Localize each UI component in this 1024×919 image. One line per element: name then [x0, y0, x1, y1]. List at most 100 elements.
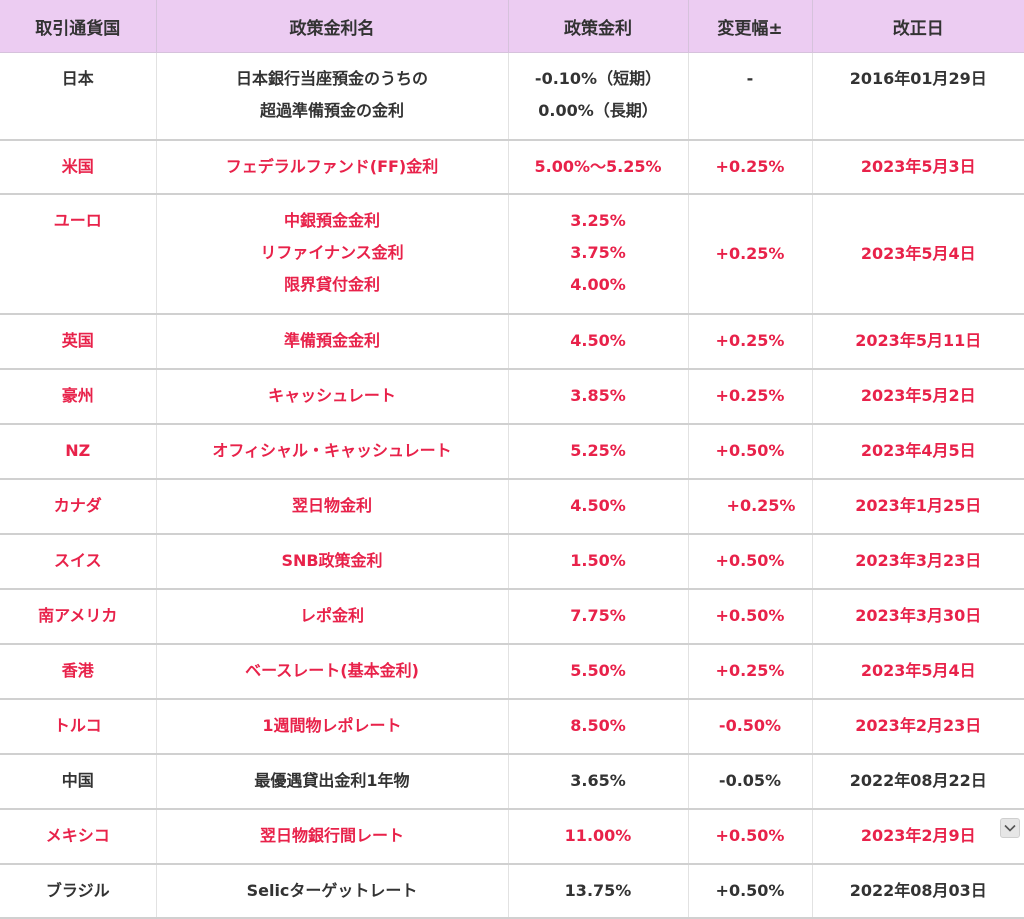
currency-cell: メキシコ [0, 808, 157, 865]
rate-cell: 3.85% [508, 368, 689, 425]
rate-line: 3.75% [570, 242, 626, 262]
change-cell: -0.50% [688, 698, 813, 755]
rate-name-line: フェデラルファンド(FF)金利 [225, 156, 439, 176]
rate-name-cell: レポ金利 [156, 588, 509, 645]
rate-cell: 3.65% [508, 753, 689, 810]
rate-name-line: 超過準備預金の金利 [259, 101, 404, 120]
currency-cell: カナダ [0, 478, 157, 535]
rate-name-line: 準備預金金利 [283, 331, 380, 350]
currency-cell: NZ [0, 423, 157, 480]
rate-name-line: ベースレート(基本金利) [245, 661, 419, 680]
rate-line: 13.75% [564, 880, 632, 900]
date-cell: 2023年1月25日 [812, 478, 1024, 535]
change-cell: +0.25% [688, 643, 813, 700]
rate-line: 4.50% [570, 331, 626, 350]
change-cell: +0.50% [688, 808, 813, 865]
table-header-row: 取引通貨国 政策金利名 政策金利 変更幅± 改正日 [0, 0, 1024, 53]
change-cell: +0.25% [688, 193, 813, 315]
header-rate: 政策金利 [508, 0, 689, 53]
date-cell: 2022年08月03日 [812, 863, 1024, 919]
change-cell: +0.25% [688, 478, 813, 535]
change-cell: +0.50% [688, 423, 813, 480]
rate-cell: 5.50% [508, 643, 689, 700]
rate-line: 1.50% [570, 551, 626, 570]
currency-cell: スイス [0, 533, 157, 590]
date-cell: 2023年2月9日 [812, 808, 1024, 865]
table-row: 南アメリカ レポ金利 7.75% +0.50% 2023年3月30日 [0, 588, 1024, 645]
change-cell: +0.25% [688, 368, 813, 425]
rate-name-cell: 中銀預金金利 リファイナンス金利 限界貸付金利 [156, 193, 509, 315]
rate-cell: 1.50% [508, 533, 689, 590]
change-cell: -0.05% [688, 753, 813, 810]
rate-name-cell: キャッシュレート [156, 368, 509, 425]
rate-name-line: 限界貸付金利 [283, 274, 380, 294]
rate-name-cell: Selicターゲットレート [156, 863, 509, 919]
rate-line: 4.00% [570, 274, 626, 294]
rate-name-cell: 翌日物金利 [156, 478, 509, 535]
rate-line: 5.25% [570, 441, 626, 460]
rate-name-cell: オフィシャル・キャッシュレート [156, 423, 509, 480]
table-row: 豪州 キャッシュレート 3.85% +0.25% 2023年5月2日 [0, 368, 1024, 425]
date-cell: 2023年5月4日 [812, 643, 1024, 700]
header-rate-name: 政策金利名 [156, 0, 509, 53]
rate-name-cell: 1週間物レポレート [156, 698, 509, 755]
table-row: カナダ 翌日物金利 4.50% +0.25% 2023年1月25日 [0, 478, 1024, 535]
rate-cell: 13.75% [508, 863, 689, 919]
rate-line: 3.85% [570, 386, 626, 405]
currency-cell: トルコ [0, 698, 157, 755]
header-change: 変更幅± [688, 0, 813, 53]
rate-name-cell: フェデラルファンド(FF)金利 [156, 139, 509, 195]
rate-cell: 3.25% 3.75% 4.00% [508, 193, 689, 315]
currency-cell: 日本 [0, 52, 157, 141]
rate-line: -0.10%（短期） [534, 69, 662, 88]
rate-name-line: 中銀預金金利 [283, 210, 380, 230]
rate-name-cell: 翌日物銀行間レート [156, 808, 509, 865]
rate-line: 4.50% [570, 496, 626, 515]
table-row: ブラジル Selicターゲットレート 13.75% +0.50% 2022年08… [0, 863, 1024, 919]
rate-name-line: キャッシュレート [268, 386, 396, 405]
rate-cell: 5.00%〜5.25% [508, 139, 689, 195]
currency-cell: 豪州 [0, 368, 157, 425]
rate-line: 11.00% [564, 826, 632, 845]
currency-cell: 中国 [0, 753, 157, 810]
rate-cell: 4.50% [508, 478, 689, 535]
currency-cell: 香港 [0, 643, 157, 700]
rate-line: 3.25% [570, 210, 626, 230]
rate-name-cell: SNB政策金利 [156, 533, 509, 590]
change-cell: +0.25% [688, 313, 813, 370]
rate-name-line: Selicターゲットレート [246, 880, 418, 900]
table-row: 香港 ベースレート(基本金利) 5.50% +0.25% 2023年5月4日 [0, 643, 1024, 700]
table-row: 英国 準備預金金利 4.50% +0.25% 2023年5月11日 [0, 313, 1024, 370]
rate-cell: 7.75% [508, 588, 689, 645]
rate-name-line: 日本銀行当座預金のうちの [235, 69, 428, 88]
rate-name-line: 翌日物銀行間レート [259, 826, 404, 845]
rate-cell: 5.25% [508, 423, 689, 480]
rate-line: 7.75% [570, 606, 626, 625]
change-cell: +0.50% [688, 533, 813, 590]
chevron-down-icon [1004, 824, 1016, 832]
table-row: 日本 日本銀行当座預金のうちの 超過準備預金の金利 -0.10%（短期） 0.0… [0, 52, 1024, 141]
table-row: 米国 フェデラルファンド(FF)金利 5.00%〜5.25% +0.25% 20… [0, 139, 1024, 195]
rate-cell: 4.50% [508, 313, 689, 370]
currency-cell: 英国 [0, 313, 157, 370]
rate-line: 0.00%（長期） [538, 101, 658, 120]
rate-cell: -0.10%（短期） 0.00%（長期） [508, 52, 689, 141]
date-cell: 2022年08月22日 [812, 753, 1024, 810]
change-value: +0.25% [726, 496, 796, 515]
rate-line: 5.50% [570, 661, 626, 680]
rate-cell: 8.50% [508, 698, 689, 755]
rate-name-cell: 最優遇貸出金利1年物 [156, 753, 509, 810]
currency-cell: ブラジル [0, 863, 157, 919]
scroll-down-button[interactable] [1000, 818, 1020, 838]
change-cell: - [688, 52, 813, 141]
change-cell: +0.50% [688, 588, 813, 645]
rate-name-line: レポ金利 [299, 606, 364, 625]
table-row: スイス SNB政策金利 1.50% +0.50% 2023年3月23日 [0, 533, 1024, 590]
table-row: メキシコ 翌日物銀行間レート 11.00% +0.50% 2023年2月9日 [0, 808, 1024, 865]
header-date: 改正日 [812, 0, 1024, 53]
rate-line: 5.00%〜5.25% [534, 156, 662, 176]
date-cell: 2023年4月5日 [812, 423, 1024, 480]
table-row: NZ オフィシャル・キャッシュレート 5.25% +0.50% 2023年4月5… [0, 423, 1024, 480]
table-row: トルコ 1週間物レポレート 8.50% -0.50% 2023年2月23日 [0, 698, 1024, 755]
